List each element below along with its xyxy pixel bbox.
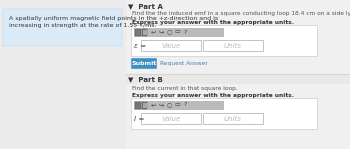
Text: Submit: Submit <box>131 61 157 66</box>
Bar <box>141 40 201 51</box>
FancyBboxPatch shape <box>131 58 157 69</box>
Bar <box>141 101 147 108</box>
Bar <box>143 30 147 35</box>
Text: ○: ○ <box>166 103 172 107</box>
FancyBboxPatch shape <box>132 98 317 129</box>
Bar <box>135 28 140 35</box>
Text: ▭: ▭ <box>174 30 180 35</box>
Bar <box>141 113 201 124</box>
Text: Value: Value <box>161 116 181 122</box>
Text: ▼  Part A: ▼ Part A <box>128 3 163 9</box>
Text: ?: ? <box>183 103 187 107</box>
Text: Units: Units <box>224 43 242 49</box>
Bar <box>134 100 224 110</box>
Bar <box>126 0 350 149</box>
FancyBboxPatch shape <box>3 9 122 46</box>
Bar <box>126 74 350 84</box>
Bar <box>203 113 263 124</box>
Text: ↪: ↪ <box>158 30 164 35</box>
Text: A spatially uniform magnetic field points in the +z-direction and is
increasing : A spatially uniform magnetic field point… <box>9 16 218 28</box>
Text: ▭: ▭ <box>174 103 180 107</box>
Text: Value: Value <box>161 43 181 49</box>
Text: I =: I = <box>134 116 145 122</box>
Text: ○: ○ <box>166 30 172 35</box>
Bar <box>135 101 140 108</box>
Text: ▼  Part B: ▼ Part B <box>128 76 163 82</box>
Text: ↩: ↩ <box>150 30 156 35</box>
Bar <box>134 28 224 37</box>
Bar <box>203 40 263 51</box>
Text: ?: ? <box>183 30 187 35</box>
Bar <box>141 28 147 35</box>
Text: Express your answer with the appropriate units.: Express your answer with the appropriate… <box>132 20 294 25</box>
FancyBboxPatch shape <box>132 25 317 56</box>
Bar <box>143 103 147 107</box>
Text: Find the current in that square loop.: Find the current in that square loop. <box>132 86 238 91</box>
Text: ↪: ↪ <box>158 103 164 107</box>
Text: ε =: ε = <box>134 43 146 49</box>
Text: Find the the induced emf in a square conducting loop 18.4 cm on a side lying in : Find the the induced emf in a square con… <box>132 11 350 16</box>
Text: Units: Units <box>224 116 242 122</box>
Text: ↩: ↩ <box>150 103 156 107</box>
Text: Express your answer with the appropriate units.: Express your answer with the appropriate… <box>132 93 294 98</box>
Text: Request Answer: Request Answer <box>160 61 208 66</box>
